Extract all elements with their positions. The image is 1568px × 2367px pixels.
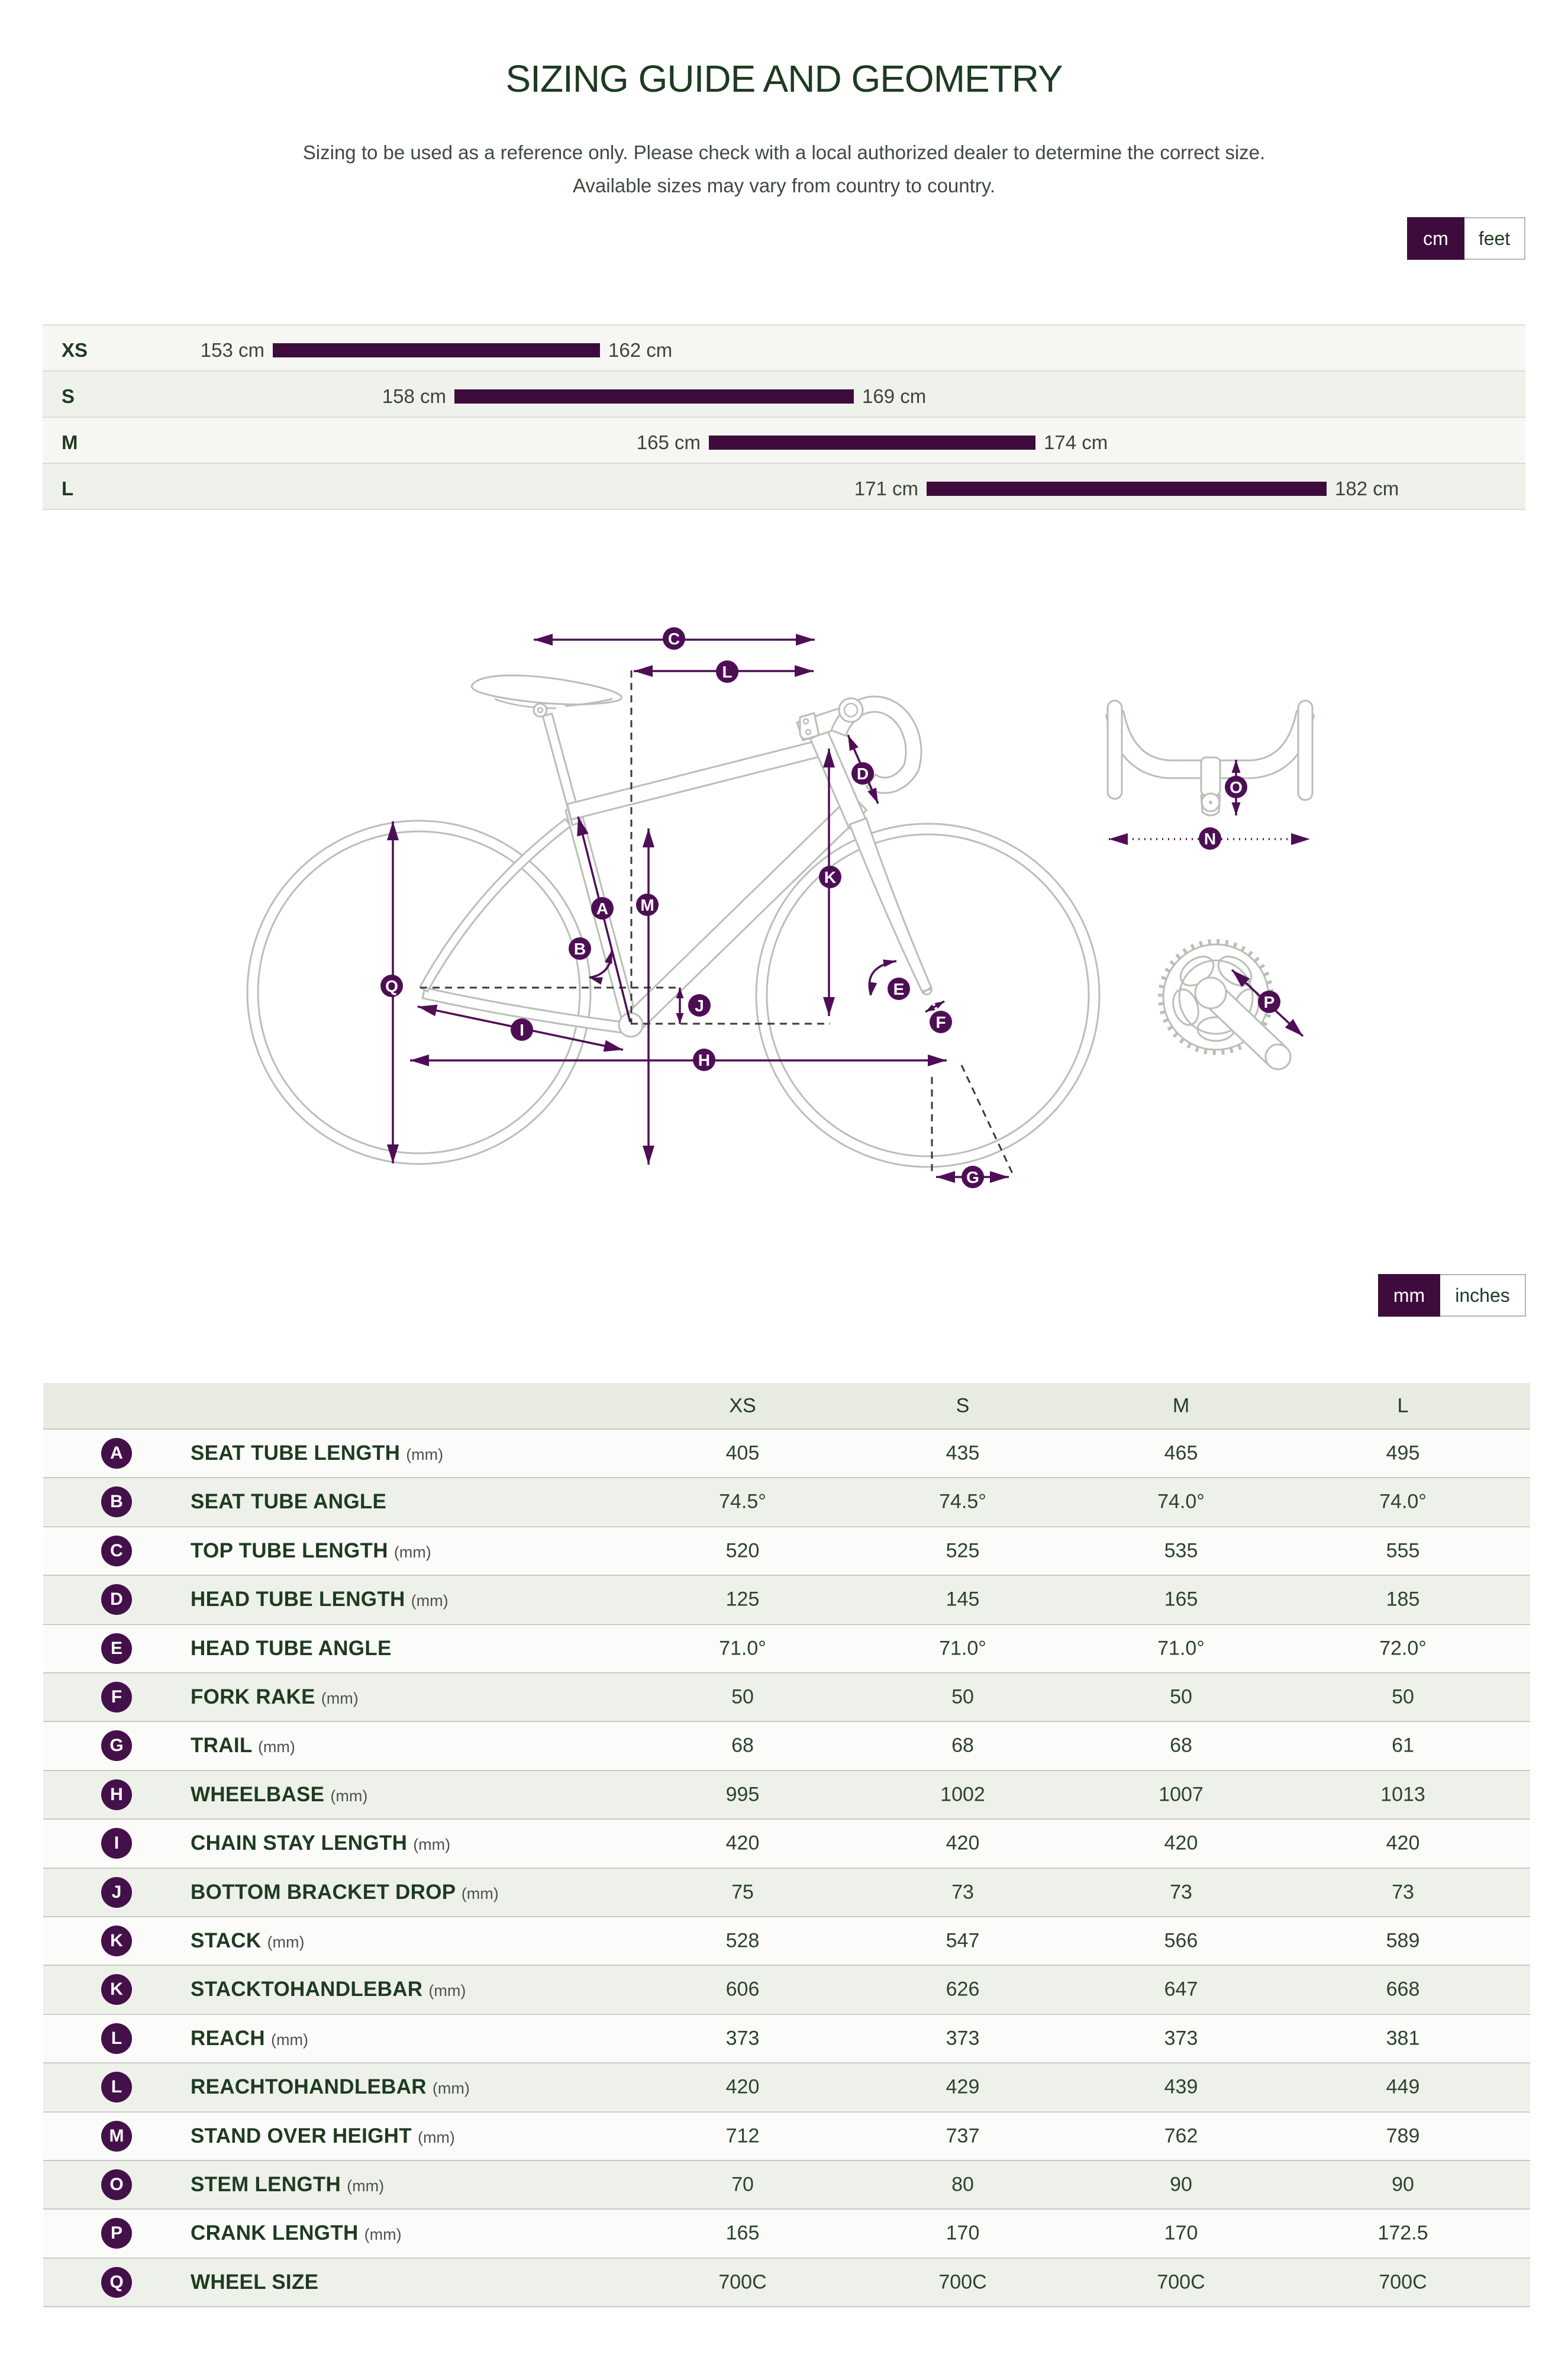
svg-text:L: L bbox=[722, 663, 732, 681]
svg-text:E: E bbox=[893, 980, 905, 998]
svg-text:A: A bbox=[596, 899, 608, 918]
svg-text:Q: Q bbox=[385, 977, 398, 995]
svg-text:C: C bbox=[668, 630, 680, 648]
svg-text:M: M bbox=[640, 896, 654, 914]
svg-text:H: H bbox=[698, 1051, 710, 1069]
svg-text:D: D bbox=[857, 765, 869, 783]
svg-text:K: K bbox=[824, 868, 836, 886]
svg-text:F: F bbox=[935, 1013, 946, 1031]
svg-text:N: N bbox=[1204, 830, 1216, 848]
svg-text:G: G bbox=[966, 1168, 979, 1186]
svg-text:P: P bbox=[1264, 993, 1275, 1011]
svg-text:I: I bbox=[520, 1021, 524, 1039]
svg-text:B: B bbox=[574, 940, 586, 958]
svg-text:J: J bbox=[695, 997, 704, 1015]
svg-text:O: O bbox=[1230, 778, 1243, 796]
